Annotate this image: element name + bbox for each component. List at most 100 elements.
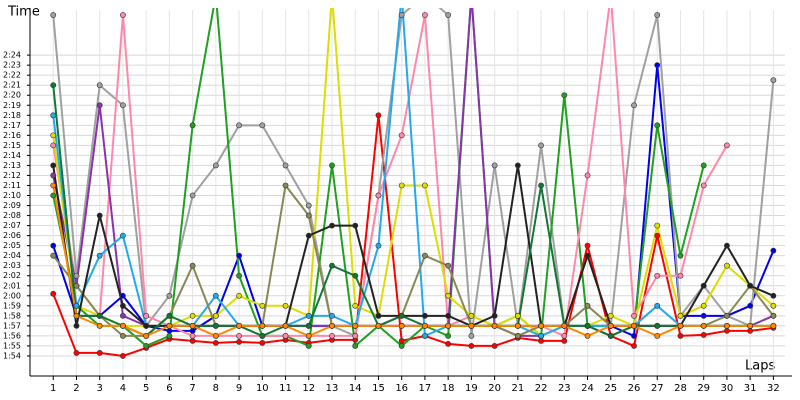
data-point (143, 322, 150, 329)
x-tick-label: 24 (581, 383, 594, 394)
data-point (329, 222, 335, 229)
data-point (677, 322, 684, 329)
data-point (700, 312, 707, 319)
data-point (50, 172, 57, 179)
data-point (654, 62, 661, 69)
data-point (631, 332, 637, 339)
x-tick-label: 30 (721, 383, 734, 394)
data-point (770, 322, 777, 329)
data-point (445, 292, 452, 299)
x-tick-label: 1 (50, 383, 56, 394)
data-point (212, 312, 219, 319)
y-tick-label: 2:11 (3, 181, 21, 190)
series-line (52, 185, 774, 337)
data-point (770, 302, 777, 309)
data-point (166, 292, 173, 299)
data-point (50, 242, 57, 249)
data-point (398, 322, 405, 329)
data-point (654, 122, 661, 129)
series-line (52, 8, 775, 338)
data-point (654, 332, 661, 339)
data-point (375, 312, 382, 319)
data-point (561, 322, 568, 329)
data-point (422, 12, 428, 18)
data-point (189, 327, 196, 334)
data-point (73, 350, 80, 356)
data-point (584, 242, 591, 249)
data-point (654, 232, 661, 239)
x-tick-label: 25 (604, 383, 617, 394)
data-point (491, 343, 498, 349)
data-point (143, 312, 150, 319)
data-point (50, 142, 57, 149)
data-point (305, 312, 312, 319)
data-point (584, 172, 591, 179)
data-point (445, 341, 452, 347)
data-point (259, 302, 266, 309)
data-point (491, 162, 498, 169)
data-point (282, 182, 289, 189)
data-point (514, 322, 521, 329)
y-tick-label: 1:58 (3, 311, 21, 320)
y-tick-label: 2:03 (3, 261, 21, 270)
data-point (584, 332, 591, 339)
x-tick-label: 13 (326, 383, 339, 394)
data-point (212, 332, 219, 339)
x-axis-title: Laps (745, 359, 775, 374)
data-point (212, 340, 219, 346)
data-point (561, 92, 568, 99)
data-point (352, 322, 359, 329)
data-point (96, 312, 103, 319)
data-point (491, 322, 498, 329)
x-tick-label: 16 (395, 383, 408, 394)
data-point (352, 332, 359, 339)
series-line (52, 8, 728, 338)
data-point (189, 322, 196, 329)
data-point (329, 322, 335, 329)
data-point (584, 302, 591, 309)
data-point (770, 247, 777, 254)
data-point (236, 252, 242, 259)
data-point (352, 343, 359, 349)
data-point (73, 302, 80, 309)
data-point (236, 122, 242, 129)
x-tick-label: 32 (767, 383, 780, 394)
data-point (398, 12, 405, 18)
x-tick-label: 23 (558, 383, 571, 394)
data-point (375, 192, 382, 199)
data-point (422, 332, 428, 339)
data-point (538, 332, 544, 339)
y-tick-label: 1:55 (3, 341, 21, 350)
data-point (700, 302, 707, 309)
y-tick-label: 2:09 (3, 201, 21, 210)
data-point (747, 282, 754, 289)
y-tick-label: 1:59 (3, 301, 21, 310)
y-tick-label: 2:24 (3, 51, 21, 60)
data-point (120, 322, 126, 329)
data-point (189, 122, 196, 129)
series-line (52, 8, 775, 338)
data-point (329, 332, 335, 339)
y-tick-label: 2:18 (3, 111, 21, 120)
data-point (120, 302, 126, 309)
data-point (352, 272, 359, 279)
x-tick-label: 31 (744, 383, 757, 394)
data-point (50, 162, 57, 169)
data-point (422, 322, 428, 329)
data-point (120, 232, 126, 239)
x-tick-label: 18 (442, 383, 455, 394)
y-tick-label: 2:22 (3, 71, 21, 80)
data-point (398, 343, 405, 349)
data-point (120, 292, 126, 299)
data-point (747, 302, 754, 309)
data-point (700, 331, 707, 338)
data-point (538, 322, 544, 329)
y-tick-label: 1:57 (3, 321, 21, 330)
data-point (189, 192, 196, 199)
data-point (50, 252, 57, 259)
data-point (514, 162, 521, 169)
y-tick-label: 2:04 (3, 251, 21, 260)
data-point (654, 302, 661, 309)
data-point (677, 272, 684, 279)
x-tick-label: 11 (279, 383, 292, 394)
